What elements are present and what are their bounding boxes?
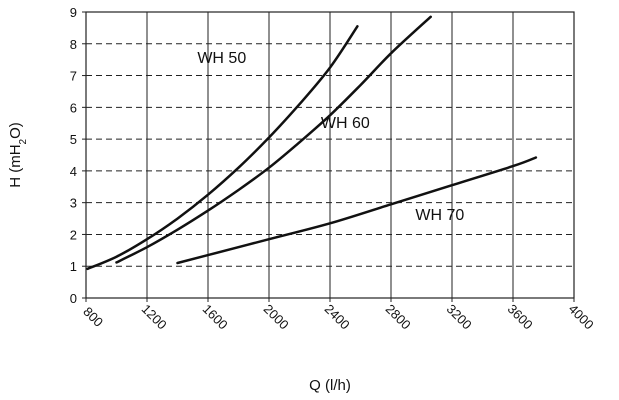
y-axis-title-subscript: 2	[18, 138, 29, 144]
x-tick-label: 4000	[566, 301, 597, 332]
y-axis-ticks: 0 1 2 3 4 5 6 7 8 9	[70, 5, 86, 306]
x-tick-label: 1200	[139, 301, 170, 332]
y-tick-label: 0	[70, 291, 77, 306]
y-tick-label: 5	[70, 132, 77, 147]
series-curves	[86, 15, 538, 271]
series-label-wh-70: WH 70	[415, 207, 464, 224]
grid	[86, 12, 574, 298]
series-line-wh-70	[176, 156, 538, 265]
series-label-wh-50: WH 50	[197, 50, 246, 67]
y-axis-title-end: O)	[7, 122, 24, 139]
x-tick-label: 2400	[322, 301, 353, 332]
series-label-wh-60: WH 60	[321, 115, 370, 132]
y-tick-label: 2	[70, 227, 77, 242]
y-tick-label: 6	[70, 100, 77, 115]
y-tick-label: 4	[70, 164, 77, 179]
x-tick-label: 3200	[444, 301, 475, 332]
x-axis-ticks: 800 1200 1600 2000 2400 2800 3200 3600 4000	[80, 298, 597, 332]
y-tick-label: 7	[70, 69, 77, 84]
y-tick-label: 8	[70, 37, 77, 52]
x-tick-label: 2800	[383, 301, 414, 332]
y-tick-label: 1	[70, 259, 77, 274]
x-tick-label: 2000	[261, 301, 292, 332]
y-axis-title-main: H (mH	[7, 144, 24, 187]
x-tick-label: 800	[80, 304, 106, 330]
x-tick-label: 1600	[200, 301, 231, 332]
x-axis-title: Q (l/h)	[309, 377, 351, 394]
y-tick-label: 3	[70, 196, 77, 211]
y-tick-label: 9	[70, 5, 77, 20]
series-labels: WH 50 WH 60 WH 70	[197, 50, 464, 224]
series-line-wh-50	[86, 25, 359, 271]
y-axis-title: H (mH2O)	[7, 122, 29, 188]
x-tick-label: 3600	[505, 301, 536, 332]
series-line-wh-60	[115, 15, 432, 264]
